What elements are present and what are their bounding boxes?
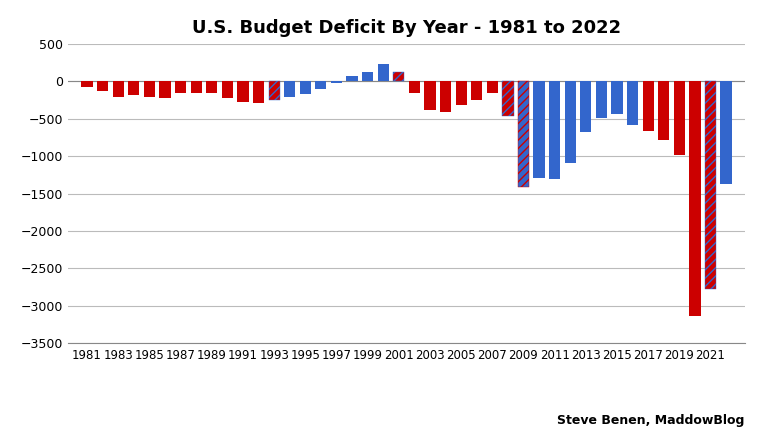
Bar bbox=[206, 81, 217, 93]
Bar bbox=[409, 81, 420, 93]
Text: Steve Benen, MaddowBlog: Steve Benen, MaddowBlog bbox=[557, 414, 745, 427]
Bar bbox=[315, 81, 327, 89]
Bar bbox=[689, 81, 701, 315]
Bar bbox=[502, 81, 514, 116]
Bar bbox=[160, 81, 171, 98]
Bar bbox=[362, 72, 373, 81]
Bar bbox=[440, 81, 451, 112]
Bar bbox=[112, 81, 124, 97]
Bar bbox=[611, 81, 622, 114]
Bar bbox=[347, 76, 358, 81]
Bar bbox=[518, 81, 529, 187]
Bar bbox=[565, 81, 576, 163]
Bar bbox=[299, 81, 311, 94]
Bar bbox=[81, 81, 93, 87]
Bar bbox=[673, 81, 685, 155]
Bar bbox=[596, 81, 607, 117]
Bar bbox=[486, 81, 498, 93]
Bar bbox=[144, 81, 155, 97]
Bar bbox=[534, 81, 545, 178]
Bar bbox=[518, 81, 529, 187]
Bar bbox=[284, 81, 296, 97]
Bar bbox=[237, 81, 249, 102]
Bar bbox=[253, 81, 264, 103]
Bar bbox=[471, 81, 483, 100]
Bar bbox=[580, 81, 591, 132]
Bar bbox=[549, 81, 560, 179]
Bar bbox=[705, 81, 716, 289]
Bar bbox=[424, 81, 435, 110]
Bar bbox=[502, 81, 514, 116]
Bar bbox=[191, 81, 202, 93]
Bar bbox=[175, 81, 186, 92]
Title: U.S. Budget Deficit By Year - 1981 to 2022: U.S. Budget Deficit By Year - 1981 to 20… bbox=[192, 19, 621, 37]
Bar bbox=[128, 81, 140, 95]
Bar bbox=[222, 81, 233, 98]
Bar bbox=[268, 81, 280, 100]
Bar bbox=[455, 81, 467, 105]
Bar bbox=[720, 81, 732, 184]
Bar bbox=[393, 72, 404, 81]
Bar bbox=[705, 81, 716, 289]
Bar bbox=[268, 81, 280, 100]
Bar bbox=[97, 81, 108, 91]
Bar bbox=[658, 81, 670, 139]
Bar bbox=[393, 72, 404, 81]
Bar bbox=[642, 81, 654, 131]
Bar bbox=[331, 81, 342, 83]
Bar bbox=[627, 81, 638, 125]
Bar bbox=[378, 64, 389, 81]
